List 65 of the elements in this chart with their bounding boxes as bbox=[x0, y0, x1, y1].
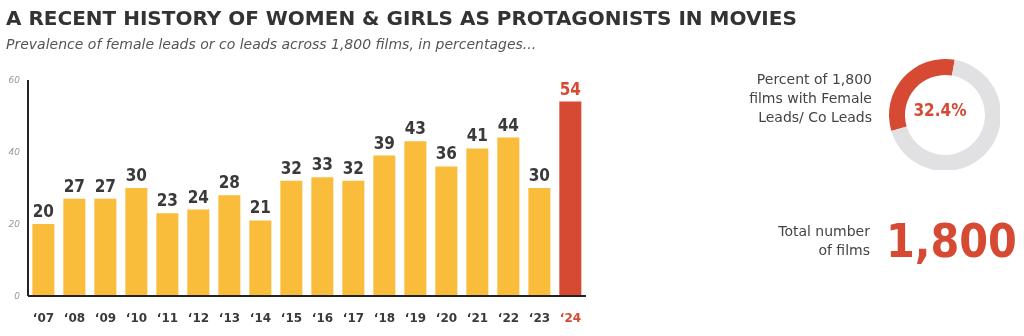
data-label: 32 bbox=[280, 157, 302, 178]
x-tick-label: ‘12 bbox=[187, 311, 210, 325]
data-label: 32.4% bbox=[913, 100, 967, 120]
text: Total number of films bbox=[777, 222, 870, 260]
y-tick-label: 40 bbox=[8, 147, 21, 158]
x-tick-label: ‘09 bbox=[94, 311, 117, 325]
data-label: 20 bbox=[32, 201, 54, 221]
data-label: 27 bbox=[63, 175, 85, 196]
data-label: 30 bbox=[528, 165, 550, 185]
data-label: 23 bbox=[156, 190, 178, 211]
bar bbox=[528, 188, 551, 296]
bar bbox=[187, 209, 210, 296]
bar bbox=[435, 166, 458, 296]
data-label: 21 bbox=[249, 197, 271, 218]
x-tick-label: ‘15 bbox=[280, 311, 303, 325]
bar bbox=[32, 224, 55, 296]
bar bbox=[249, 220, 272, 296]
bar bbox=[559, 101, 582, 296]
x-tick-label: ‘13 bbox=[218, 311, 241, 325]
donut-slice bbox=[891, 59, 1000, 170]
data-label: 54 bbox=[559, 78, 581, 99]
data-label: 28 bbox=[218, 172, 240, 193]
x-tick-label: ‘11 bbox=[156, 311, 179, 325]
x-tick-label: ‘18 bbox=[373, 311, 396, 325]
x-tick-label: ‘17 bbox=[342, 311, 365, 325]
y-tick-label: 60 bbox=[8, 75, 21, 86]
data-label: 24 bbox=[187, 186, 209, 207]
x-tick-label: ‘24 bbox=[559, 311, 582, 325]
bar bbox=[342, 180, 365, 296]
y-tick-label: 0 bbox=[14, 291, 21, 302]
x-tick-label: ‘16 bbox=[311, 311, 334, 325]
data-label: 33 bbox=[311, 154, 333, 175]
x-tick-label: ‘20 bbox=[435, 311, 458, 325]
data-label: 36 bbox=[435, 143, 457, 164]
bar bbox=[373, 155, 396, 296]
bar bbox=[125, 188, 148, 296]
x-tick-label: ‘19 bbox=[404, 311, 427, 325]
y-tick-label: 20 bbox=[8, 219, 21, 230]
data-label: 39 bbox=[373, 132, 395, 153]
x-tick-label: ‘07 bbox=[32, 311, 55, 325]
x-tick-label: ‘21 bbox=[466, 311, 489, 325]
bar bbox=[466, 148, 489, 296]
data-label: 32 bbox=[342, 157, 364, 178]
x-tick-label: ‘23 bbox=[528, 311, 551, 325]
x-tick-label: ‘14 bbox=[249, 311, 272, 325]
text: Percent of 1,800 films with Female Leads/ Co Leads bbox=[748, 70, 872, 127]
text: 1,800 bbox=[886, 214, 1017, 268]
data-label: 27 bbox=[94, 175, 116, 196]
chart-title: A RECENT HISTORY OF WOMEN & GIRLS AS PROTAGONISTS IN MOVIES bbox=[6, 6, 797, 30]
bar bbox=[280, 180, 303, 296]
data-label: 30 bbox=[125, 165, 147, 185]
x-tick-label: ‘08 bbox=[63, 311, 86, 325]
bar bbox=[497, 137, 520, 296]
data-label: 44 bbox=[497, 114, 519, 135]
bar bbox=[404, 141, 427, 296]
data-label: 43 bbox=[404, 118, 426, 139]
bar bbox=[218, 195, 241, 296]
x-tick-label: ‘10 bbox=[125, 311, 148, 325]
bar bbox=[63, 198, 86, 296]
chart-subtitle: Prevalence of female leads or co leads across 1,800 films, in percentages... bbox=[6, 36, 537, 52]
data-label: 41 bbox=[466, 125, 488, 146]
x-tick-label: ‘22 bbox=[497, 311, 520, 325]
bar bbox=[156, 213, 179, 296]
bar bbox=[94, 198, 117, 296]
bar bbox=[311, 177, 334, 296]
